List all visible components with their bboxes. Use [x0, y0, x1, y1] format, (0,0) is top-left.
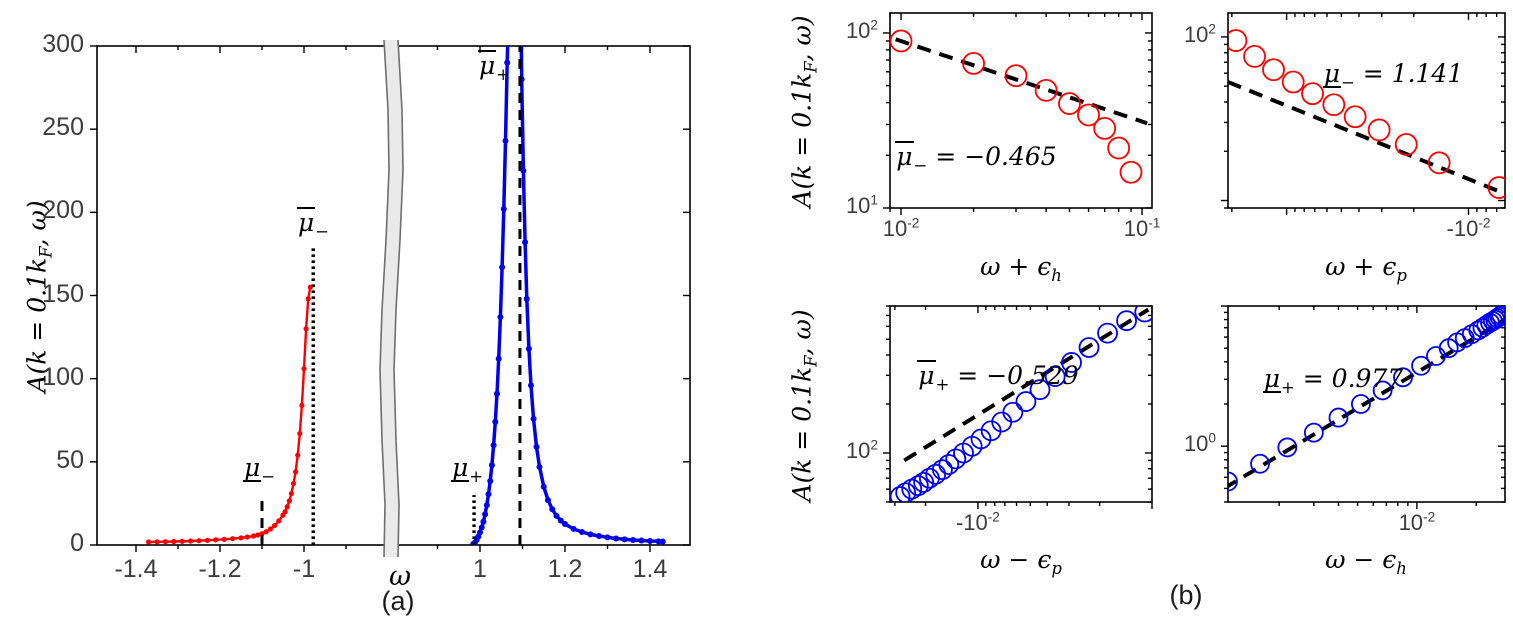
annotation-mu-under-minus: μ− = 1.141: [1293, 59, 1493, 91]
panel-b-bottom-left-data-markers: [890, 306, 1152, 502]
panel-b-top-left-y-tick-label: 101: [845, 192, 878, 218]
xlabel-text: ω − ϵ: [1325, 545, 1397, 574]
panel-b-bottom-left-x-tick-label: -10-2: [955, 509, 1000, 535]
ylabel-text: A(k = 0.1k: [787, 366, 817, 502]
mu-subscript: +: [469, 467, 484, 486]
mu-glyph: μ: [895, 141, 914, 171]
panel-b-top-right-y-tick-label: 102: [1183, 21, 1216, 47]
mu-bar-plus-label: μ+: [466, 50, 522, 83]
xlabel-text: ω + ϵ: [980, 252, 1052, 281]
xlabel-sub: h: [1051, 266, 1062, 285]
panel-b-bottom-right-fit-line: [1228, 317, 1505, 489]
panel-a-caption: (a): [381, 586, 415, 616]
ylabel-sub: F: [36, 246, 56, 258]
subplot-tr-x-axis-label: ω + ϵp: [1266, 252, 1466, 284]
panel-b-bottom-right-y-tick-label: 100: [1183, 430, 1216, 457]
x-tick-label: -1: [292, 555, 316, 583]
annotation-mu-bar-plus: μ+ = −0.529: [898, 360, 1098, 393]
annotation-mu-bar-minus: μ− = −0.465: [876, 141, 1076, 174]
panel-b-top-left-fit-line: [895, 37, 1148, 126]
mu-glyph: μ: [917, 360, 936, 390]
y-tick-label: 250: [42, 113, 84, 142]
y-tick-label: 150: [42, 279, 84, 308]
mu-subscript: −: [913, 156, 928, 175]
panel-b-top-left-axes-box: [889, 12, 1153, 209]
subplot-tl-x-axis-label: ω + ϵh: [921, 252, 1121, 284]
panel-b-top-left-x-tick-label: 10-1: [1123, 215, 1161, 241]
mu-glyph: μ: [1322, 59, 1341, 88]
panel-b-top-right-x-tick-label: -10-2: [1446, 215, 1491, 241]
panel-b-caption: (b): [1169, 580, 1203, 610]
x-tick-label: 1.2: [547, 555, 583, 583]
xlabel-text: ω + ϵ: [1325, 252, 1397, 281]
xlabel-sub: p: [1396, 266, 1407, 285]
mu-subscript: −: [315, 222, 330, 241]
x-tick-label: 1.4: [632, 555, 668, 583]
x-tick-label: 1: [473, 555, 487, 583]
mu-glyph: μ: [296, 207, 316, 237]
y-tick-label: 300: [42, 30, 84, 58]
panel-b-top-left-data-markers: [890, 29, 1143, 184]
ylabel-sub: F: [801, 61, 821, 73]
panel-b-bottom-left-axes-box: [889, 305, 1153, 503]
hole-branch-markers: [146, 284, 313, 545]
ylabel-text: , ω): [787, 309, 817, 356]
axis-break-band-right-edge: [393, 39, 404, 558]
exponent-value: = 1.141: [1354, 59, 1464, 88]
mu-subscript: −: [1341, 73, 1355, 92]
panel-b-top-right-fit-line: [1228, 80, 1505, 196]
mu-subscript: −: [261, 467, 276, 486]
xlabel-sub: p: [1051, 559, 1062, 578]
ylabel-text: A(k = 0.1k: [787, 72, 817, 208]
exponent-value: = −0.465: [927, 142, 1057, 171]
panel-b-top-right-axes-box: [1227, 12, 1506, 209]
axis-break-band-left-edge: [379, 39, 390, 558]
xlabel-sub: h: [1396, 559, 1407, 578]
x-tick-label: -1.4: [114, 555, 158, 583]
y-tick-label: 50: [56, 445, 84, 474]
subplot-br-x-axis-label: ω − ϵh: [1266, 545, 1466, 577]
mu-glyph: μ: [1262, 364, 1281, 393]
mu-subscript: +: [935, 375, 950, 394]
mu-glyph: μ: [450, 453, 470, 482]
axis-break-band: [380, 40, 403, 557]
panel-b-bottom-y-axis-label: A(k = 0.1kF, ω): [787, 256, 821, 556]
mu-subscript: +: [496, 65, 511, 84]
mu-under-minus-label: μ−: [231, 453, 287, 485]
annotation-mu-under-plus: μ+ = 0.977: [1233, 364, 1433, 396]
panel-b-bottom-right-data-markers: [1228, 306, 1505, 492]
xlabel-text: ω − ϵ: [980, 545, 1052, 574]
panel-b-top-left-x-tick-label: 10-2: [882, 215, 920, 241]
particle-branch-markers: [470, 59, 666, 545]
x-tick-label: -1.2: [198, 555, 242, 583]
panel-b-bottom-left-y-tick-label: 102: [845, 437, 878, 463]
mu-subscript: +: [1281, 378, 1295, 397]
mu-glyph: μ: [242, 453, 262, 482]
panel-b-bottom-left-fit-line: [903, 307, 1150, 463]
mu-bar-minus-label: μ−: [285, 207, 341, 240]
mu-under-plus-label: μ+: [439, 453, 495, 485]
mu-glyph: μ: [477, 50, 497, 80]
panel-b-bottom-right-x-tick-label: 10-2: [1398, 509, 1436, 535]
exponent-value: = 0.977: [1294, 364, 1404, 393]
subplot-bl-x-axis-label: ω − ϵp: [921, 545, 1121, 577]
ylabel-sub: F: [801, 355, 821, 367]
panel-b-top-left-y-tick-label: 102: [845, 17, 878, 43]
y-tick-label: 0: [70, 529, 84, 557]
exponent-value: = −0.529: [949, 361, 1079, 390]
y-tick-label: 100: [42, 362, 84, 391]
y-tick-label: 200: [42, 196, 84, 225]
panel-a-x-axis-label: ω: [388, 561, 412, 592]
hole-branch-curve: [148, 286, 312, 544]
panel-b-top-right-data-markers: [1228, 29, 1505, 199]
